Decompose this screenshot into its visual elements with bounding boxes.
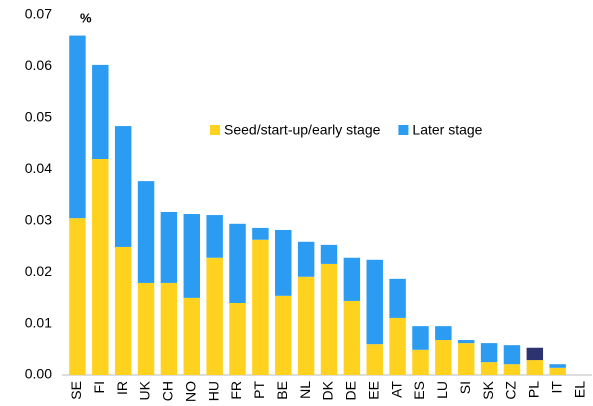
x-tick-label: CH bbox=[160, 381, 176, 401]
x-tick-label: SE bbox=[68, 381, 84, 400]
y-tick-label: 0.06 bbox=[25, 57, 52, 73]
legend-label: Seed/start-up/early stage bbox=[224, 122, 381, 138]
bar-segment bbox=[252, 227, 269, 240]
bar-segment bbox=[549, 367, 566, 375]
x-tick-label: IT bbox=[548, 381, 564, 394]
x-tick-label: BE bbox=[274, 381, 290, 400]
bar-segment bbox=[320, 263, 338, 375]
bar-segment bbox=[114, 126, 132, 247]
x-tick-label: CZ bbox=[503, 381, 519, 400]
bar-segment bbox=[297, 241, 315, 277]
bar-segment bbox=[183, 297, 201, 375]
bar-segment bbox=[320, 244, 338, 264]
x-tick-label: LU bbox=[434, 381, 450, 399]
bar-segment bbox=[69, 218, 86, 375]
bar-segment bbox=[503, 364, 521, 375]
bar-segment bbox=[137, 181, 155, 283]
legend-label: Later stage bbox=[412, 122, 482, 138]
bar-segment bbox=[457, 343, 475, 375]
bar-segment bbox=[160, 282, 178, 375]
bar-segment bbox=[229, 303, 246, 375]
y-tick-label: 0.03 bbox=[25, 211, 52, 227]
x-tick-label: DK bbox=[320, 380, 336, 400]
x-tick-label: FR bbox=[228, 381, 244, 400]
bar-segment bbox=[480, 343, 498, 363]
x-tick-label: FI bbox=[91, 381, 107, 393]
bar-segment bbox=[457, 340, 475, 344]
bar-segment bbox=[69, 35, 86, 219]
y-tick-label: 0.01 bbox=[25, 314, 52, 330]
bar-segment bbox=[366, 344, 383, 375]
bar-segment bbox=[549, 364, 566, 368]
y-tick-label: 0.02 bbox=[25, 263, 52, 279]
x-tick-label: NL bbox=[297, 381, 313, 399]
bar-segment bbox=[389, 317, 406, 375]
bar-segment bbox=[435, 340, 452, 375]
legend-swatch bbox=[210, 125, 220, 135]
y-tick-label: 0.00 bbox=[25, 366, 52, 382]
bar-segment bbox=[160, 211, 178, 283]
bar-segment bbox=[183, 214, 201, 298]
bar-segment bbox=[92, 159, 109, 375]
bar-segment bbox=[412, 326, 429, 350]
bar-segment bbox=[114, 246, 132, 375]
x-tick-label: EL bbox=[571, 381, 587, 398]
bar-segment bbox=[92, 64, 109, 159]
x-tick-label: UK bbox=[137, 380, 153, 400]
bar-segment bbox=[343, 257, 361, 301]
y-tick-label: 0.05 bbox=[25, 109, 52, 125]
x-tick-label: ES bbox=[411, 381, 427, 400]
y-tick-label: 0.07 bbox=[25, 6, 52, 22]
bar-segment bbox=[503, 345, 521, 365]
bar-segment bbox=[206, 257, 223, 375]
x-tick-label: NO bbox=[182, 381, 198, 402]
x-tick-label: HU bbox=[205, 381, 221, 401]
bar-segment bbox=[435, 326, 452, 341]
x-tick-label: IR bbox=[114, 381, 130, 395]
unit-label: % bbox=[80, 10, 92, 25]
bar-segment bbox=[275, 229, 292, 296]
bar-segment bbox=[137, 282, 155, 375]
x-tick-label: AT bbox=[388, 381, 404, 398]
bar-segment bbox=[526, 360, 544, 375]
y-tick-label: 0.04 bbox=[25, 160, 52, 176]
x-tick-label: DE bbox=[343, 381, 359, 400]
x-tick-label: PT bbox=[251, 381, 267, 399]
bar-segment bbox=[389, 278, 406, 318]
bar-segment bbox=[297, 276, 315, 375]
x-tick-label: EE bbox=[365, 381, 381, 400]
x-tick-label: PL bbox=[526, 381, 542, 398]
x-tick-label: SI bbox=[457, 381, 473, 394]
x-tick-label: SK bbox=[480, 380, 496, 399]
bar-segment bbox=[229, 223, 246, 303]
bar-segment bbox=[343, 300, 361, 375]
legend-swatch bbox=[398, 125, 409, 135]
bar-segment bbox=[206, 215, 223, 258]
bar-segment bbox=[412, 349, 429, 375]
bar-segment bbox=[252, 239, 269, 375]
bar-segment bbox=[275, 295, 292, 375]
bar-segment bbox=[366, 259, 383, 345]
bar-segment bbox=[526, 347, 544, 361]
bar-segment bbox=[480, 362, 498, 375]
